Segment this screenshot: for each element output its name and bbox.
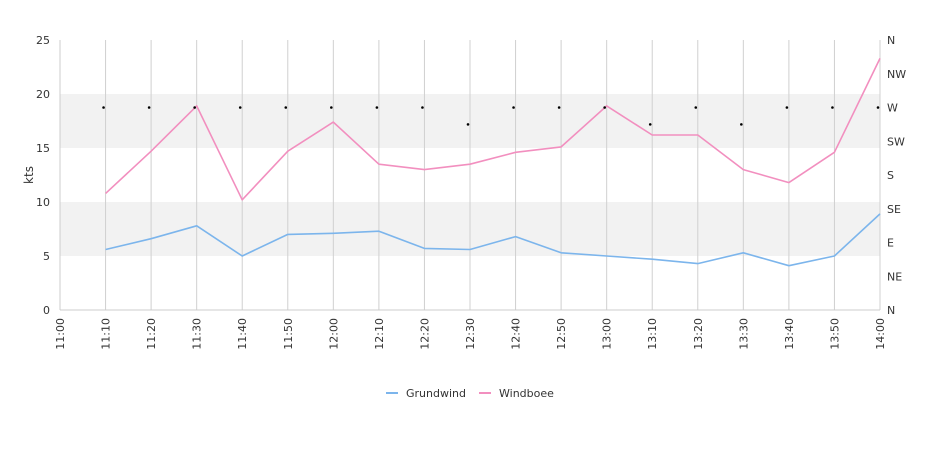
y-tick-label-25: 25 bbox=[36, 34, 50, 47]
direction-tick-label-4: S bbox=[887, 169, 894, 182]
direction-tick-label-3: SE bbox=[887, 203, 901, 216]
legend-item-grundwind[interactable]: Grundwind bbox=[386, 387, 466, 400]
direction-marker-2 bbox=[193, 106, 196, 109]
direction-marker-17 bbox=[876, 106, 880, 109]
direction-tick-label-5: SW bbox=[887, 135, 905, 148]
direction-marker-7 bbox=[421, 106, 424, 109]
x-tick-label-1250: 12:50 bbox=[555, 318, 568, 350]
series-line-grundwind bbox=[105, 213, 881, 267]
x-tick-label-1200: 12:00 bbox=[327, 318, 340, 350]
x-tick-label-1100: 11:00 bbox=[54, 318, 67, 350]
direction-tick-label-0: N bbox=[887, 304, 895, 317]
x-tick-label-1110: 11:10 bbox=[100, 318, 113, 350]
direction-marker-4 bbox=[284, 106, 288, 109]
x-tick-label-1320: 13:20 bbox=[692, 318, 705, 350]
y-tick-label-10: 10 bbox=[36, 196, 50, 209]
x-tick-label-1140: 11:40 bbox=[236, 318, 249, 350]
y-tick-label-0: 0 bbox=[43, 304, 50, 317]
y-tick-label-20: 20 bbox=[36, 88, 50, 101]
direction-tick-label-1: NE bbox=[887, 270, 902, 283]
series-line-windboee bbox=[105, 58, 881, 201]
x-tick-label-1210: 12:10 bbox=[373, 318, 386, 350]
legend: Grundwind Windboee bbox=[386, 387, 554, 400]
direction-marker-16 bbox=[831, 106, 834, 109]
legend-label-grundwind: Grundwind bbox=[406, 387, 466, 400]
direction-marker-8 bbox=[466, 123, 470, 126]
x-tick-label-1350: 13:50 bbox=[828, 318, 841, 350]
x-tick-label-1220: 12:20 bbox=[418, 318, 431, 350]
series-lines bbox=[105, 58, 881, 267]
direction-tick-label-7: NW bbox=[887, 68, 906, 81]
direction-tick-label-8: N bbox=[887, 34, 895, 47]
direction-marker-14 bbox=[740, 123, 743, 126]
x-tick-label-1240: 12:40 bbox=[510, 318, 523, 350]
x-tick-label-1120: 11:20 bbox=[145, 318, 158, 350]
direction-marker-12 bbox=[648, 123, 652, 126]
direction-markers bbox=[102, 106, 880, 126]
direction-tick-label-6: W bbox=[887, 102, 898, 115]
y-tick-label-15: 15 bbox=[36, 142, 50, 155]
direction-tick-label-2: E bbox=[887, 237, 894, 250]
direction-marker-11 bbox=[603, 106, 606, 109]
direction-marker-3 bbox=[238, 106, 242, 109]
legend-label-windboee: Windboee bbox=[499, 387, 554, 400]
direction-marker-13 bbox=[694, 106, 698, 109]
axes bbox=[59, 40, 880, 311]
direction-marker-0 bbox=[102, 106, 105, 109]
x-tick-label-1150: 11:50 bbox=[282, 318, 295, 350]
x-tick-label-1230: 12:30 bbox=[464, 318, 477, 350]
vertical-gridlines bbox=[59, 40, 881, 310]
direction-marker-9 bbox=[512, 106, 515, 109]
direction-marker-5 bbox=[330, 106, 333, 109]
x-tick-label-1330: 13:30 bbox=[737, 318, 750, 350]
x-tick-label-1130: 11:30 bbox=[191, 318, 204, 350]
direction-marker-6 bbox=[375, 106, 379, 109]
x-tick-label-1340: 13:40 bbox=[783, 318, 796, 350]
direction-marker-15 bbox=[785, 106, 789, 109]
axis-labels: 0 5 10 15 20 25 11:00 11:10 11:20 11:30 11:40 11:50… bbox=[36, 34, 906, 350]
direction-marker-10 bbox=[557, 106, 561, 109]
direction-marker-1 bbox=[147, 106, 151, 109]
x-tick-label-1310: 13:10 bbox=[646, 318, 659, 350]
y-axis-title: kts bbox=[22, 166, 36, 184]
legend-item-windboee[interactable]: Windboee bbox=[479, 387, 554, 400]
x-tick-label-1400: 14:00 bbox=[874, 318, 887, 350]
y-tick-label-5: 5 bbox=[43, 250, 50, 263]
x-tick-label-1300: 13:00 bbox=[601, 318, 614, 350]
